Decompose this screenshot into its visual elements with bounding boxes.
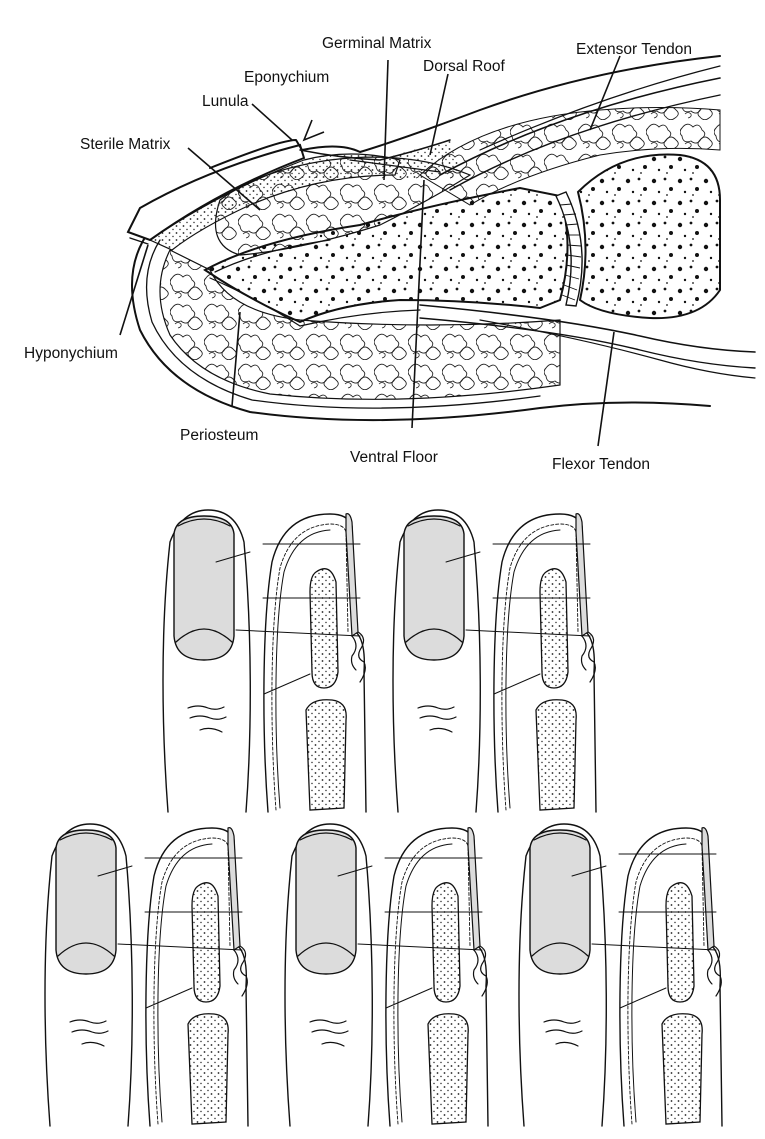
label-germinal-matrix: Germinal Matrix: [322, 35, 432, 52]
label-hyponychium: Hyponychium: [24, 345, 118, 362]
label-leader-lines: [119, 55, 621, 447]
finger-panel-2: [392, 509, 597, 813]
label-lunula: Lunula: [202, 93, 249, 110]
label-eponychium: Eponychium: [244, 69, 329, 86]
finger-panel-1: [162, 509, 367, 813]
finger-panel-3: [44, 823, 249, 1127]
label-sterile-matrix: Sterile Matrix: [80, 136, 171, 153]
finger-panel-5: [518, 823, 723, 1127]
label-flexor-tendon: Flexor Tendon: [552, 456, 650, 473]
anatomy-labels: Germinal Matrix Extensor Tendon Eponychi…: [24, 35, 692, 473]
label-dorsal-roof: Dorsal Roof: [423, 58, 506, 75]
finger-section-illustration: [126, 55, 756, 422]
label-periosteum: Periosteum: [180, 427, 258, 444]
label-extensor-tendon: Extensor Tendon: [576, 41, 692, 58]
finger-panel-4: [284, 823, 489, 1127]
label-ventral-floor: Ventral Floor: [350, 449, 438, 466]
